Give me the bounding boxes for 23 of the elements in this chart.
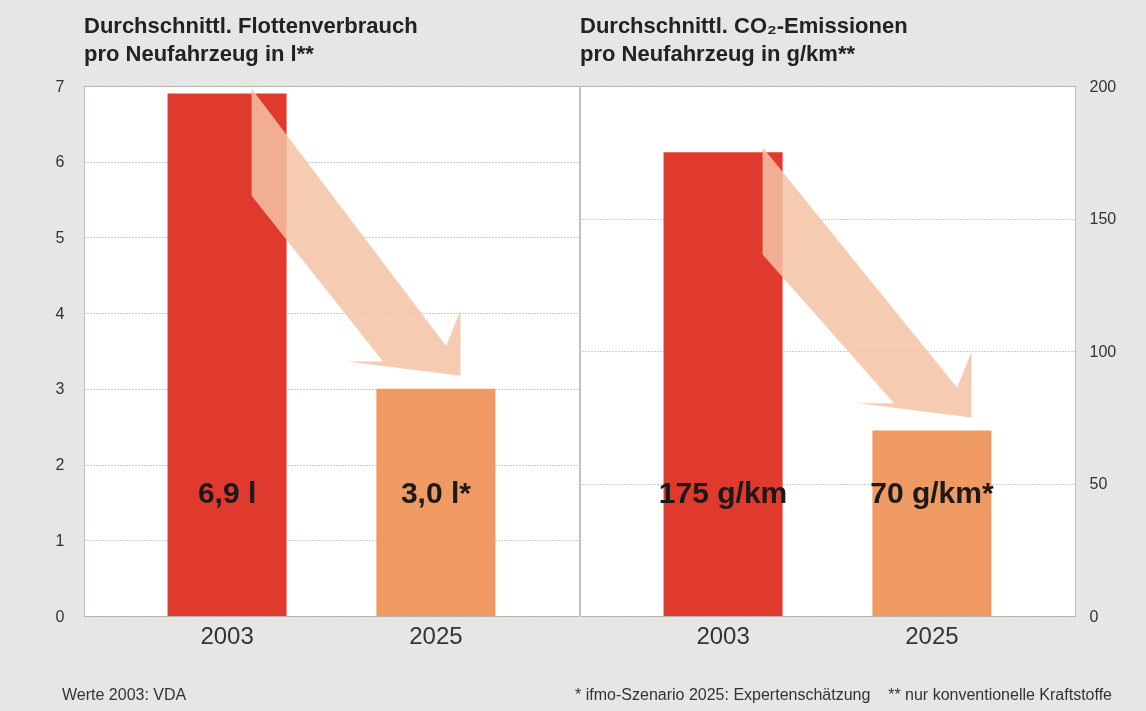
y-tick-label: 5 [55,228,65,246]
y2-tick-label: 0 [1089,607,1099,625]
y-tick-label: 4 [55,304,65,322]
y2-tick-label: 50 [1089,475,1108,492]
y-tick-label: 1 [55,531,65,549]
y2-tick-label: 200 [1089,77,1117,95]
data-label: 3,0 l* [400,476,472,510]
y2-tick-label: 100 [1089,342,1117,360]
x-tick-label: 2025 [905,621,959,649]
text: Werte 2003: VDA [62,686,187,704]
y-tick-label: 7 [55,77,65,95]
data-label: 6,9 l [197,476,257,510]
y-tick-label: 2 [55,456,65,474]
y-tick-label: 0 [55,607,65,625]
chart-title: Durchschnittl. Flottenverbrauch pro Neufahrzeug in l** [84,13,418,66]
y-tick-label: 3 [55,380,65,398]
text: * ifmo-Szenario 2025: Expertenschätzung ** nur konventionelle Kraftstoffe [575,686,1112,704]
x-tick-label: 2025 [409,621,463,649]
chart-title: Durchschnittl. CO₂-Emissionen pro Neufahrzeug in g/km** [580,13,908,66]
x-tick-label: 2003 [200,621,254,649]
y2-tick-label: 150 [1089,210,1117,227]
y-tick-label: 6 [55,153,65,171]
x-tick-label: 2003 [696,621,750,649]
